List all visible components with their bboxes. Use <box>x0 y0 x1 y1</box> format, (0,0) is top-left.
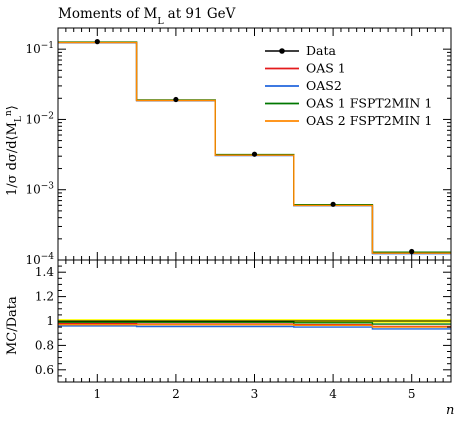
x-tick-labels: 1 2 3 4 5 <box>93 387 415 401</box>
x-tick-label: 1 <box>93 387 101 401</box>
x-axis-label: n <box>446 403 454 418</box>
ratio-line-oas-2-fspt2min-1 <box>58 324 451 328</box>
ratio-plot-frame <box>57 259 452 383</box>
y-tick-label: 10−1 <box>25 41 54 56</box>
data-point <box>251 151 258 157</box>
ratio-line-oas2 <box>58 325 451 330</box>
legend: Data OAS 1 OAS2 OAS 1 FSPT2MIN 1 OAS 2 FSPT2… <box>265 43 432 128</box>
legend-marker <box>279 48 285 54</box>
ratio-y-tick-label: 1.2 <box>35 290 54 304</box>
x-tick-label: 2 <box>172 387 180 401</box>
ratio-y-tick-label: 1 <box>46 314 54 328</box>
data-point <box>94 39 100 45</box>
ratio-panel: 0.6 0.8 1 1.2 1.4 <box>35 259 452 383</box>
legend-label: Data <box>306 43 336 58</box>
chart-title: Moments of ML at 91 GeV <box>58 6 236 27</box>
ratio-y-axis-label: MC/Data <box>5 296 20 355</box>
main-panel: 10−1 10−2 10−3 10−4 <box>25 27 452 267</box>
ratio-y-tick-label: 0.8 <box>35 338 54 352</box>
ratio-plot-marks <box>58 319 451 330</box>
y-tick-label: 10−2 <box>25 111 54 126</box>
legend-label: OAS 1 FSPT2MIN 1 <box>306 96 432 111</box>
ratio-line-oas-1-fspt2min-1 <box>58 321 451 325</box>
main-axis-ticks: 10−1 10−2 10−3 10−4 <box>25 27 452 267</box>
main-plot-marks <box>58 39 451 255</box>
legend-label: OAS2 <box>306 78 342 93</box>
mc-line-oas-1-fspt2min-1 <box>58 41 451 253</box>
mc-line-oas2 <box>58 42 451 255</box>
y-tick-label: 10−3 <box>25 182 54 197</box>
ratio-axis-ticks: 0.6 0.8 1 1.2 1.4 <box>35 259 452 383</box>
ratio-y-tick-label: 0.6 <box>35 363 54 377</box>
ratio-y-tick-label: 1.4 <box>35 265 54 279</box>
legend-label: OAS 2 FSPT2MIN 1 <box>306 113 432 128</box>
data-point <box>409 248 415 255</box>
mc-line-oas-1 <box>58 41 451 254</box>
x-tick-label: 4 <box>329 387 337 401</box>
main-plot-frame <box>57 27 452 261</box>
data-point <box>173 96 179 103</box>
x-tick-label: 3 <box>251 387 259 401</box>
mc-line-oas-2-fspt2min-1 <box>58 41 451 254</box>
y-tick-label: 10−4 <box>25 252 54 267</box>
y-axis-label: 1/σ dσ/d⟨MLn⟩ <box>4 105 24 196</box>
x-tick-label: 5 <box>408 387 416 401</box>
data-point <box>330 201 336 207</box>
legend-label: OAS 1 <box>306 61 346 76</box>
